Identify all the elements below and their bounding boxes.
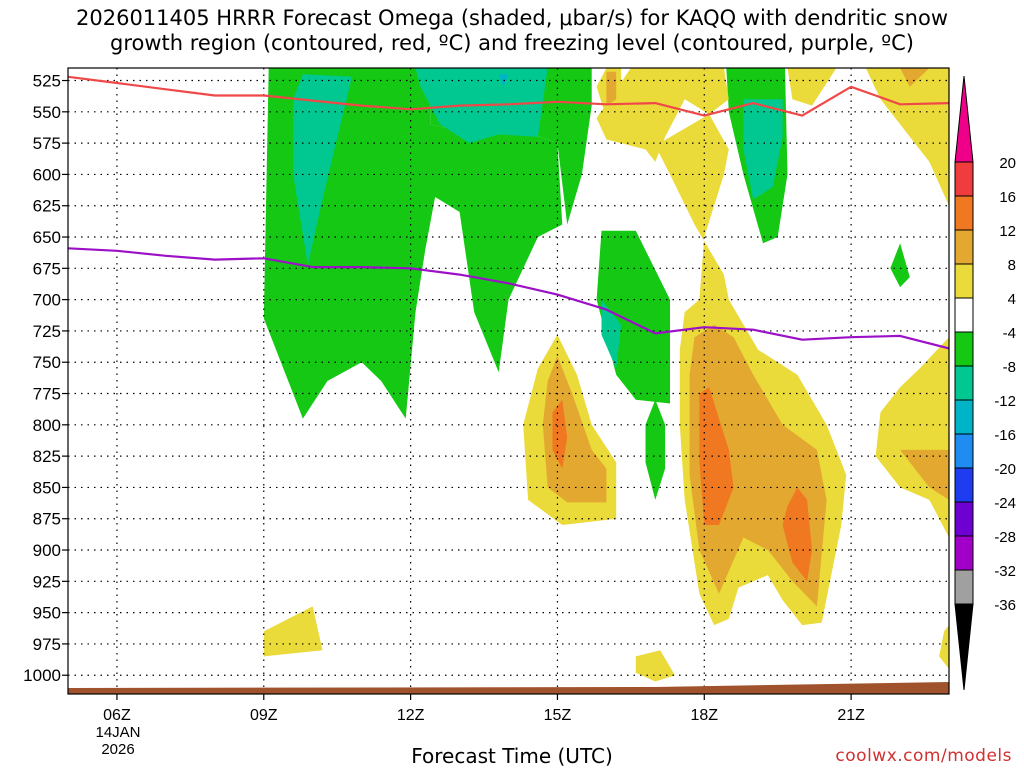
omega-region-0	[263, 68, 563, 419]
x-tick-label: 21Z	[837, 707, 865, 724]
y-tick-label: 975	[33, 635, 61, 654]
omega-region-7	[293, 74, 352, 265]
y-tick-label: 900	[33, 541, 61, 560]
colorbar-label: 12	[999, 223, 1016, 240]
colorbar-band	[954, 229, 974, 265]
freezing-level-line	[68, 247, 949, 350]
colorbar-band	[954, 161, 974, 197]
y-tick-label: 725	[33, 322, 61, 341]
y-axis: 525 550 575 600 625 650 675 700 725 750 775 800 825 8…	[23, 72, 68, 685]
terrain-strip	[68, 682, 949, 694]
gridlines	[68, 68, 949, 694]
colorbar-band	[954, 569, 974, 605]
colorbar-label: -24	[994, 495, 1016, 512]
omega-region-17	[865, 68, 949, 538]
colorbar-band	[954, 195, 974, 231]
colorbar-label: -16	[994, 427, 1016, 444]
y-tick-label: 1000	[23, 666, 61, 685]
y-tick-label: 700	[33, 291, 61, 310]
colorbar-band	[954, 501, 974, 537]
omega-region-27	[699, 387, 734, 525]
plot-frame	[67, 67, 950, 695]
y-tick-label: 675	[33, 259, 61, 278]
colorbar-label: -28	[994, 529, 1016, 546]
omega-region-20	[939, 625, 949, 669]
omega-region-9	[601, 299, 622, 369]
colorbar-label: 4	[1008, 291, 1016, 308]
colorbar-band	[954, 331, 974, 367]
colorbar-band	[954, 297, 974, 333]
x-axis-title: Forecast Time (UTC)	[411, 744, 613, 768]
x-axis: 06Z 09Z 12Z 15Z 18Z 21Z	[103, 694, 865, 724]
y-tick-label: 875	[33, 510, 61, 529]
y-tick-label: 650	[33, 228, 61, 247]
y-tick-label: 775	[33, 385, 61, 404]
y-tick-label: 750	[33, 353, 61, 372]
y-tick-label: 925	[33, 572, 61, 591]
date-label-year: 2026	[101, 741, 134, 758]
omega-region-28	[782, 487, 812, 582]
y-tick-label: 825	[33, 447, 61, 466]
chart-title-line-2: growth region (contoured, red, ºC) and f…	[110, 31, 914, 55]
y-tick-label: 850	[33, 478, 61, 497]
omega-region-21	[542, 356, 607, 503]
colorbar-label: -12	[994, 393, 1016, 410]
colorbar-label: 16	[999, 189, 1016, 206]
x-tick-label: 09Z	[250, 707, 278, 724]
y-tick-label: 625	[33, 197, 61, 216]
omega-region-25	[900, 449, 949, 500]
colorbar-band	[954, 467, 974, 503]
colorbar-band	[954, 433, 974, 469]
colorbar-bottom-arrow	[954, 603, 974, 691]
y-tick-label: 525	[33, 72, 61, 91]
omega-region-6	[890, 243, 910, 288]
colorbar-band	[954, 535, 974, 571]
omega-region-26	[552, 399, 568, 469]
dendritic-growth-line	[68, 75, 949, 117]
omega-region-14	[787, 68, 837, 106]
colorbar-label: -20	[994, 461, 1016, 478]
y-tick-label: 575	[33, 134, 61, 153]
colorbar-label: 20	[999, 155, 1016, 172]
colorbar: 20 16 12 8 4 -4 -8 -12 -16 -20 -24 -28 -32 -36	[954, 75, 1016, 691]
x-tick-label: 18Z	[690, 707, 718, 724]
x-tick-label: 12Z	[397, 707, 425, 724]
colorbar-label: -36	[994, 597, 1016, 614]
x-tick-label: 06Z	[103, 707, 131, 724]
colorbar-label: -32	[994, 563, 1016, 580]
colorbar-band	[954, 263, 974, 299]
x-tick-label: 15Z	[544, 707, 572, 724]
colorbar-band	[954, 399, 974, 435]
colorbar-label: -8	[1003, 359, 1016, 376]
y-tick-label: 550	[33, 103, 61, 122]
colorbar-label: -4	[1003, 325, 1016, 342]
omega-region-4	[645, 399, 666, 500]
y-tick-label: 800	[33, 416, 61, 435]
omega-region-10	[743, 99, 783, 200]
colorbar-top-arrow	[954, 75, 974, 163]
contour-lines	[68, 75, 949, 350]
date-label-day: 14JAN	[95, 724, 140, 741]
omega-shaded-regions	[263, 68, 949, 682]
y-tick-label: 950	[33, 604, 61, 623]
y-tick-label: 600	[33, 165, 61, 184]
colorbar-label: 8	[1008, 257, 1016, 274]
omega-region-13	[596, 68, 729, 162]
chart-title-line-1: 2026011405 HRRR Forecast Omega (shaded, …	[76, 6, 948, 30]
omega-region-19	[635, 650, 675, 682]
omega-region-24	[900, 68, 930, 87]
terrain	[68, 682, 949, 694]
omega-region-18	[263, 606, 323, 657]
source-credit: coolwx.com/models	[835, 746, 1012, 766]
colorbar-band	[954, 365, 974, 401]
